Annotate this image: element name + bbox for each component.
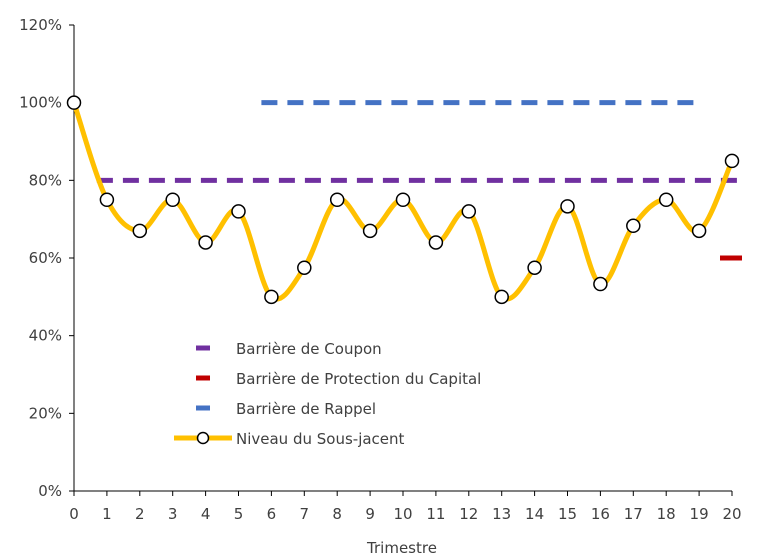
data-point: [66, 95, 82, 110]
x-tick-label: 0: [69, 505, 79, 523]
data-point: [494, 289, 509, 305]
data-point: [527, 260, 542, 275]
data-point: [165, 192, 180, 207]
data-point: [691, 223, 707, 239]
data-point: [560, 199, 575, 214]
data-point: [461, 204, 477, 219]
legend-label: Barrière de Coupon: [236, 340, 382, 358]
data-point: [362, 223, 378, 239]
data-point: [428, 235, 444, 250]
legend-label: Barrière de Protection du Capital: [236, 370, 481, 388]
x-axis: 0 1 2 3 4 5 6 7 8 9 10 11 12 13 14 15 16 17 18 19 20: [69, 490, 742, 523]
y-tick-label: 40%: [29, 327, 62, 345]
y-tick-label: 80%: [29, 171, 62, 189]
x-tick-label: 6: [267, 505, 277, 523]
x-tick-label: 7: [300, 505, 310, 523]
x-tick-label: 4: [201, 505, 211, 523]
legend-marker: [196, 431, 210, 445]
x-tick-label: 15: [558, 505, 577, 523]
x-tick-label: 19: [690, 505, 709, 523]
data-point: [593, 276, 608, 292]
x-tick-label: 14: [525, 505, 544, 523]
legend: Barrière de Coupon Barrière de Protection…: [174, 340, 481, 448]
x-tick-label: 11: [426, 505, 445, 523]
data-point: [395, 192, 411, 207]
x-tick-label: 16: [591, 505, 610, 523]
y-tick-label: 20%: [29, 404, 62, 422]
x-tick-label: 1: [102, 505, 112, 523]
data-point: [626, 218, 641, 234]
y-axis: 0% 20% 40% 60% 80% 100% 120%: [19, 16, 75, 500]
x-tick-label: 12: [459, 505, 478, 523]
data-point: [198, 235, 213, 250]
x-tick-label: 13: [492, 505, 511, 523]
x-tick-label: 8: [332, 505, 342, 523]
x-tick-label: 20: [722, 505, 741, 523]
series-area: [66, 95, 742, 305]
data-point: [99, 192, 115, 207]
y-tick-label: 100%: [19, 94, 62, 112]
data-point: [658, 192, 674, 207]
x-tick-label: 9: [365, 505, 375, 523]
x-tick-label: 3: [168, 505, 178, 523]
legend-label: Barrière de Rappel: [236, 400, 376, 418]
y-tick-label: 0%: [38, 482, 62, 500]
data-point: [132, 223, 148, 239]
data-point: [724, 153, 740, 169]
x-tick-label: 17: [624, 505, 643, 523]
data-point: [329, 192, 345, 207]
x-axis-label: Trimestre: [366, 539, 437, 557]
y-tick-label: 120%: [19, 16, 62, 34]
y-tick-label: 60%: [29, 249, 62, 267]
legend-label: Niveau du Sous-jacent: [236, 430, 405, 448]
x-tick-label: 5: [234, 505, 244, 523]
x-tick-label: 2: [135, 505, 145, 523]
data-point: [231, 204, 246, 219]
data-point: [264, 289, 279, 305]
data-point: [297, 260, 312, 275]
x-tick-label: 18: [657, 505, 676, 523]
x-tick-label: 10: [393, 505, 412, 523]
